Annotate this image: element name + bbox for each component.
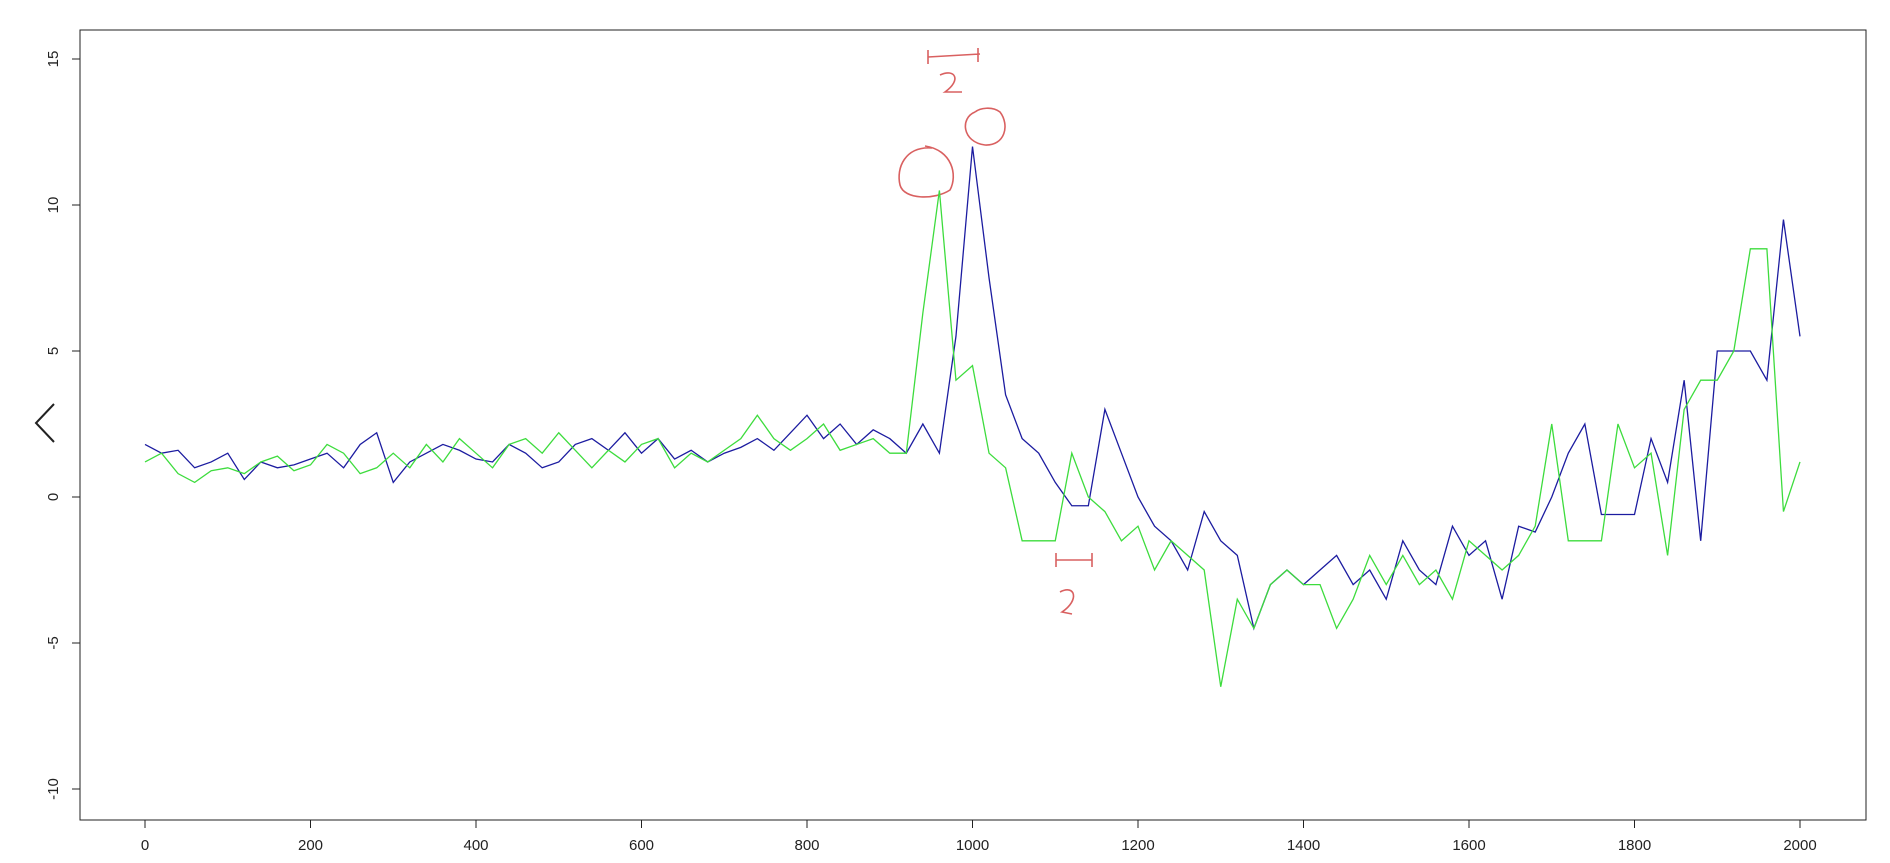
y-tick-label: -5	[45, 636, 62, 649]
circle-annotation	[964, 107, 1006, 146]
y-tick-label: 15	[45, 51, 62, 68]
x-tick-label: 800	[794, 837, 819, 854]
data-line	[144, 190, 1801, 687]
y-tick-label: 10	[45, 197, 62, 214]
x-tick-label: 200	[298, 837, 323, 854]
y-tick-label: 5	[45, 347, 62, 355]
data-line	[144, 146, 1801, 631]
mark-annotation	[1059, 589, 1075, 615]
x-tick-label: 1200	[1121, 837, 1154, 854]
x-tick-label: 1800	[1618, 837, 1651, 854]
mark-annotation	[939, 72, 962, 93]
x-tick-label: 2000	[1783, 837, 1816, 854]
x-tick-label: 0	[141, 837, 149, 854]
x-tick-label: 1600	[1452, 837, 1485, 854]
x-tick-label: 400	[463, 837, 488, 854]
range-annotation	[927, 48, 981, 64]
back-arrow[interactable]	[34, 403, 55, 443]
annotations	[898, 48, 1093, 615]
x-tick-label: 1400	[1287, 837, 1320, 854]
y-tick-label: -10	[45, 778, 62, 800]
y-tick-label: 0	[45, 493, 62, 501]
circle-annotation	[898, 145, 954, 198]
range-annotation	[1055, 553, 1093, 567]
x-tick-label: 600	[629, 837, 654, 854]
x-tick-label: 1000	[956, 837, 989, 854]
